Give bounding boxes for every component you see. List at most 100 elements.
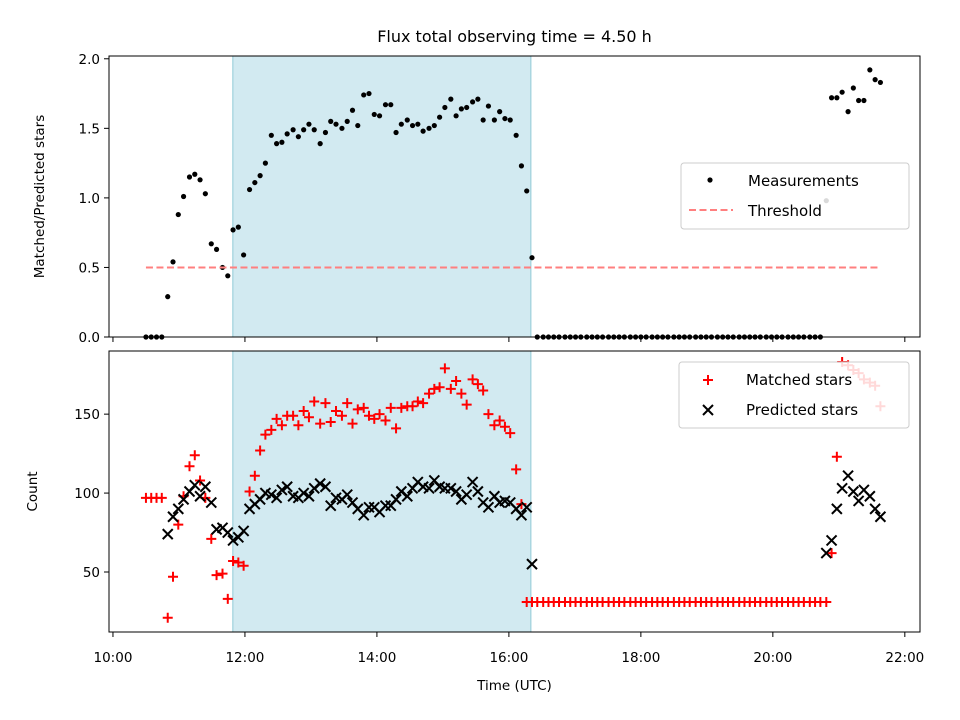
measurement-point (437, 114, 443, 120)
matched-stars-point (249, 470, 260, 481)
matched-stars-point (331, 405, 342, 416)
matched-stars-point (206, 533, 217, 544)
bottom-ytick-label: 50 (83, 565, 100, 581)
xtick-label: 14:00 (357, 650, 396, 666)
bottom-plot-frame (108, 350, 921, 633)
measurement-point (382, 102, 389, 108)
matched-stars-point (511, 464, 522, 475)
measurement-point (404, 117, 410, 123)
bottom-plot-panel: 50 100 150 10:00 12:00 14:00 16:00 18:00 20:00 2… (25, 350, 924, 694)
predicted-stars-point (314, 477, 326, 490)
matched-stars-point (255, 445, 266, 456)
matched-stars-point (309, 396, 320, 407)
matched-stars-point (315, 418, 326, 429)
predicted-stars-point (167, 511, 179, 523)
matched-stars-point (358, 402, 369, 413)
predicted-stars-point (199, 481, 212, 493)
matched-stars-point (429, 383, 440, 394)
matched-stars-point (489, 420, 500, 431)
measurement-point (197, 177, 203, 183)
predicted-stars-point (222, 526, 234, 539)
predicted-stars-point (276, 484, 288, 496)
legend-predicted-stars-marker (702, 404, 714, 416)
predicted-stars-point (172, 503, 184, 515)
measurement-point (252, 179, 258, 186)
xtick-label: 12:00 (225, 650, 264, 666)
measurement-point (257, 173, 263, 179)
measurement-point (877, 79, 884, 86)
measurement-point (518, 163, 525, 169)
matched-stars-point (228, 555, 239, 566)
measurement-point (448, 96, 454, 102)
measurement-point (165, 294, 171, 300)
predicted-stars-point (460, 488, 473, 501)
matched-stars-point (222, 593, 233, 604)
predicted-stars-point (874, 511, 887, 523)
top-observing-window-shade (232, 55, 532, 338)
measurement-point (361, 92, 367, 98)
legend-predicted-stars-label: Predicted stars (746, 401, 858, 419)
measurement-point (867, 67, 873, 73)
predicted-stars-point (825, 534, 838, 547)
predicted-stars-point (852, 495, 865, 507)
bottom-y-axis-label: Count (25, 471, 41, 511)
measurement-point (431, 122, 437, 129)
predicted-stars-point (303, 490, 315, 502)
predicted-stars-point (319, 481, 332, 493)
measurement-point (349, 107, 356, 113)
xtick-label: 10:00 (94, 650, 133, 666)
measurement-point (192, 171, 198, 177)
x-axis-label: Time (UTC) (476, 678, 552, 694)
matched-stars-point (168, 571, 179, 582)
matched-stars-point (320, 398, 331, 409)
predicted-stars-point (341, 488, 353, 501)
predicted-stars-point (515, 509, 528, 521)
measurement-point (426, 125, 432, 131)
measurement-point (213, 246, 220, 252)
matched-stars-point (478, 385, 489, 396)
predicted-stars-point (358, 509, 370, 521)
measurement-point (328, 118, 334, 124)
predicted-stars-point (472, 485, 484, 498)
measurement-point (306, 121, 312, 127)
top-legend-box (680, 162, 910, 230)
legend-measurements-label: Measurements (748, 172, 859, 190)
predicted-stars-point (162, 528, 174, 540)
measurement-point (861, 97, 867, 104)
matched-stars-point (445, 383, 456, 394)
measurement-point (845, 109, 851, 115)
predicted-stars-point (836, 482, 848, 495)
measurement-point (311, 127, 317, 133)
measurement-point (491, 117, 497, 123)
top-y-axis-ticks: 0.0 0.5 1.0 1.5 2.0 (79, 52, 109, 346)
measurement-point (376, 113, 383, 119)
top-ytick-label: 1.5 (79, 121, 100, 137)
measurement-point (529, 255, 535, 261)
predicted-stars-point (423, 482, 435, 495)
predicted-stars-point (842, 470, 854, 482)
matched-stars-point (238, 560, 249, 571)
predicted-stars-point (390, 493, 402, 506)
matched-stars-point (505, 428, 516, 439)
xtick-label: 18:00 (621, 650, 660, 666)
bottom-legend: Matched stars Predicted stars (678, 361, 910, 429)
measurement-point (208, 241, 214, 247)
xtick-label: 20:00 (753, 650, 792, 666)
matched-stars-point (266, 424, 277, 435)
measurement-point (464, 104, 470, 111)
measurement-point (442, 104, 448, 111)
measurement-point (366, 90, 372, 97)
matched-stars-point (184, 461, 195, 472)
matched-stars-point (374, 409, 385, 420)
measurement-point (872, 77, 878, 83)
top-ytick-label: 0.5 (79, 260, 100, 276)
predicted-stars-point (466, 476, 479, 488)
measurement-point (225, 273, 231, 279)
matched-stars-point (461, 399, 472, 410)
measurement-point (295, 134, 301, 140)
matched-stars-point (298, 405, 309, 416)
measurement-point (268, 132, 274, 138)
matched-stars-point (499, 421, 510, 432)
measurement-point (856, 97, 862, 104)
top-ytick-label: 2.0 (79, 52, 100, 68)
